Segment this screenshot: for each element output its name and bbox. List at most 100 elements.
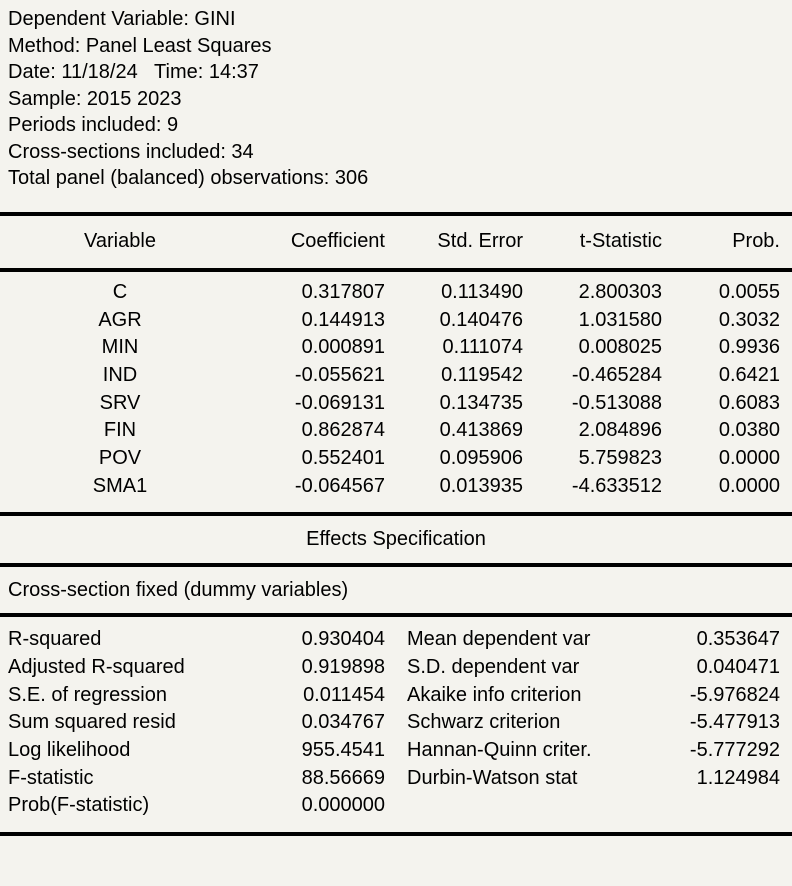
coefficient-cell: 0.144913 [301,308,385,331]
coefficient-cell: 0.552401 [301,446,385,469]
double-rule [0,512,792,516]
column-header-variable: Variable [84,230,156,252]
prob-cell: 0.9936 [718,336,780,359]
sample-line: Sample: 2015 2023 [8,87,182,110]
coefficients-table-header: Variable Coefficient Std. Error t-Statis… [0,216,792,268]
t-statistic-cell: 5.759823 [578,446,662,469]
table-row: SMA1 -0.064567 0.013935 -4.633512 0.0000 [0,472,792,500]
std-error-cell: 0.113490 [441,280,523,303]
cross-section-fixed-note: Cross-section fixed (dummy variables) [8,578,349,601]
stat-label: Schwarz criterion [407,711,561,734]
stat-label: R-squared [8,628,102,651]
variable-cell: IND [102,363,138,386]
estimation-info: Dependent Variable: GINI Method: Panel L… [0,0,792,192]
variable-cell: MIN [101,336,139,359]
prob-cell: 0.0000 [718,474,780,497]
effects-specification-title: Effects Specification [306,528,486,550]
t-statistic-cell: -4.633512 [571,474,662,497]
stat-label: F-statistic [8,766,94,789]
cross-sections-line: Cross-sections included: 34 [8,140,254,163]
stats-row: F-statistic 88.56669 Durbin-Watson stat … [0,764,792,792]
stat-label: Sum squared resid [8,711,176,734]
stat-label: Durbin-Watson stat [407,766,578,789]
stat-value: -5.777292 [689,739,780,762]
stat-label: S.D. dependent var [407,656,580,679]
t-statistic-cell: 0.008025 [578,336,662,359]
stat-label: Mean dependent var [407,628,591,651]
stat-value: 1.124984 [696,766,780,789]
observations-line: Total panel (balanced) observations: 306 [8,167,369,189]
stat-value: 0.919898 [301,656,385,679]
column-header-t-statistic: t-Statistic [579,230,662,252]
double-rule [0,613,792,617]
coefficients-table: C 0.317807 0.113490 2.800303 0.0055 AGR … [0,272,792,513]
double-rule [0,563,792,567]
coefficient-cell: -0.064567 [294,474,385,497]
std-error-cell: 0.134735 [439,391,523,414]
stats-row: Prob(F-statistic) 0.000000 [0,792,792,820]
t-statistic-cell: 2.800303 [578,280,662,303]
t-statistic-cell: -0.465284 [571,363,662,386]
stat-label: Adjusted R-squared [8,656,185,679]
std-error-cell: 0.140476 [439,308,523,331]
t-statistic-cell: 2.084896 [578,419,662,442]
coefficient-cell: 0.862874 [301,419,385,442]
date-time-line: Date: 11/18/24 Time: 14:37 [8,61,259,83]
stat-value: 0.930404 [301,628,385,651]
table-row: FIN 0.862874 0.413869 2.084896 0.0380 [0,417,792,445]
prob-cell: 0.6421 [718,363,780,386]
coefficient-cell: 0.317807 [301,280,385,303]
dependent-variable-line: Dependent Variable: GINI [8,8,236,30]
stat-value: 0.040471 [696,656,780,679]
std-error-cell: 0.119542 [441,363,523,386]
stat-value: -5.976824 [689,683,780,706]
coefficient-cell: 0.000891 [301,336,385,359]
variable-cell: SRV [99,391,141,414]
stat-value: 0.000000 [301,794,385,817]
column-header-prob: Prob. [732,230,780,252]
t-statistic-cell: 1.031580 [578,308,662,331]
column-header-std-error: Std. Error [437,230,523,252]
table-row: MIN 0.000891 0.111074 0.008025 0.9936 [0,334,792,362]
cross-section-fixed-row: Cross-section fixed (dummy variables) [0,567,792,613]
coefficient-cell: -0.069131 [294,391,385,414]
summary-stats: R-squared 0.930404 Mean dependent var 0.… [0,617,792,832]
std-error-cell: 0.111074 [442,336,523,359]
effects-specification-section: Effects Specification [0,516,792,563]
variable-cell: SMA1 [92,474,148,497]
coefficient-cell: -0.055621 [294,363,385,386]
table-row: POV 0.552401 0.095906 5.759823 0.0000 [0,445,792,473]
table-row: SRV -0.069131 0.134735 -0.513088 0.6083 [0,389,792,417]
prob-cell: 0.0055 [718,280,780,303]
t-statistic-cell: -0.513088 [571,391,662,414]
variable-cell: C [112,280,128,303]
stat-value: 88.56669 [301,766,385,789]
stats-row: Sum squared resid 0.034767 Schwarz crite… [0,709,792,737]
stat-label: Log likelihood [8,739,131,762]
table-row: C 0.317807 0.113490 2.800303 0.0055 [0,279,792,307]
stat-label: Akaike info criterion [407,683,582,706]
method-line: Method: Panel Least Squares [8,34,272,57]
stat-value: 0.353647 [696,628,780,651]
stats-row: R-squared 0.930404 Mean dependent var 0.… [0,626,792,654]
column-header-coefficient: Coefficient [290,230,385,252]
variable-cell: AGR [98,308,142,331]
prob-cell: 0.0000 [718,446,780,469]
stat-label: S.E. of regression [8,683,167,706]
stat-label: Hannan-Quinn criter. [407,739,592,762]
table-row: IND -0.055621 0.119542 -0.465284 0.6421 [0,362,792,390]
stats-row: Adjusted R-squared 0.919898 S.D. depende… [0,654,792,682]
std-error-cell: 0.413869 [439,419,523,442]
double-rule [0,831,792,836]
variable-cell: POV [98,446,142,469]
stat-value: -5.477913 [689,711,780,734]
stat-value: 0.011454 [303,683,385,706]
std-error-cell: 0.013935 [439,474,523,497]
stat-label: Prob(F-statistic) [8,794,150,817]
prob-cell: 0.3032 [718,308,780,331]
variable-cell: FIN [103,419,137,442]
stat-value: 955.4541 [301,739,385,762]
prob-cell: 0.6083 [718,391,780,414]
periods-line: Periods included: 9 [8,114,179,136]
